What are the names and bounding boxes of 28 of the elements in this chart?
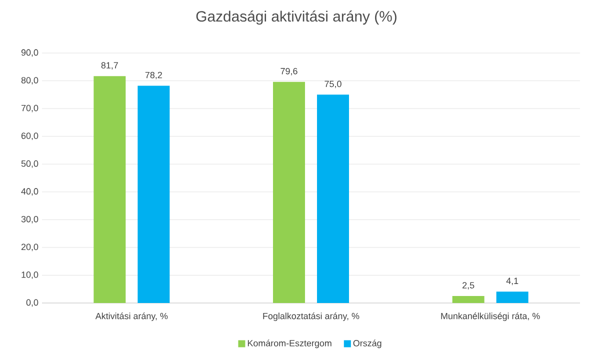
data-label: 4,1 <box>506 278 518 286</box>
data-label: 79,6 <box>280 68 298 76</box>
y-tick-label: 60,0 <box>21 132 38 140</box>
y-tick-label: 0,0 <box>26 299 38 307</box>
bar <box>94 76 126 303</box>
legend-label: Ország <box>353 340 382 348</box>
y-tick-label: 30,0 <box>21 216 38 224</box>
data-label: 81,7 <box>101 62 118 70</box>
bar <box>496 292 528 303</box>
y-tick-label: 20,0 <box>21 244 38 252</box>
bar <box>273 82 306 303</box>
data-label: 2,5 <box>462 282 474 290</box>
data-label: 75,0 <box>324 80 342 88</box>
y-tick-label: 50,0 <box>21 160 38 168</box>
chart-title: Gazdasági aktivitási arány (%) <box>196 10 396 25</box>
y-tick-label: 40,0 <box>21 188 38 196</box>
x-tick-label: Munkanélküliségi ráta, % <box>441 312 540 321</box>
y-tick-label: 90,0 <box>21 49 38 57</box>
data-label: 78,2 <box>145 72 162 80</box>
bar <box>138 86 170 303</box>
x-tick-label: Foglalkoztatási arány, % <box>263 312 360 321</box>
y-tick-label: 10,0 <box>22 272 38 279</box>
x-tick-label: Aktivitási arány, % <box>95 312 168 321</box>
bar <box>452 296 484 303</box>
y-tick-label: 70,0 <box>21 104 38 112</box>
y-tick-label: 80,0 <box>21 77 38 84</box>
legend-label: Komárom-Esztergom <box>248 340 332 348</box>
bar <box>317 94 350 303</box>
